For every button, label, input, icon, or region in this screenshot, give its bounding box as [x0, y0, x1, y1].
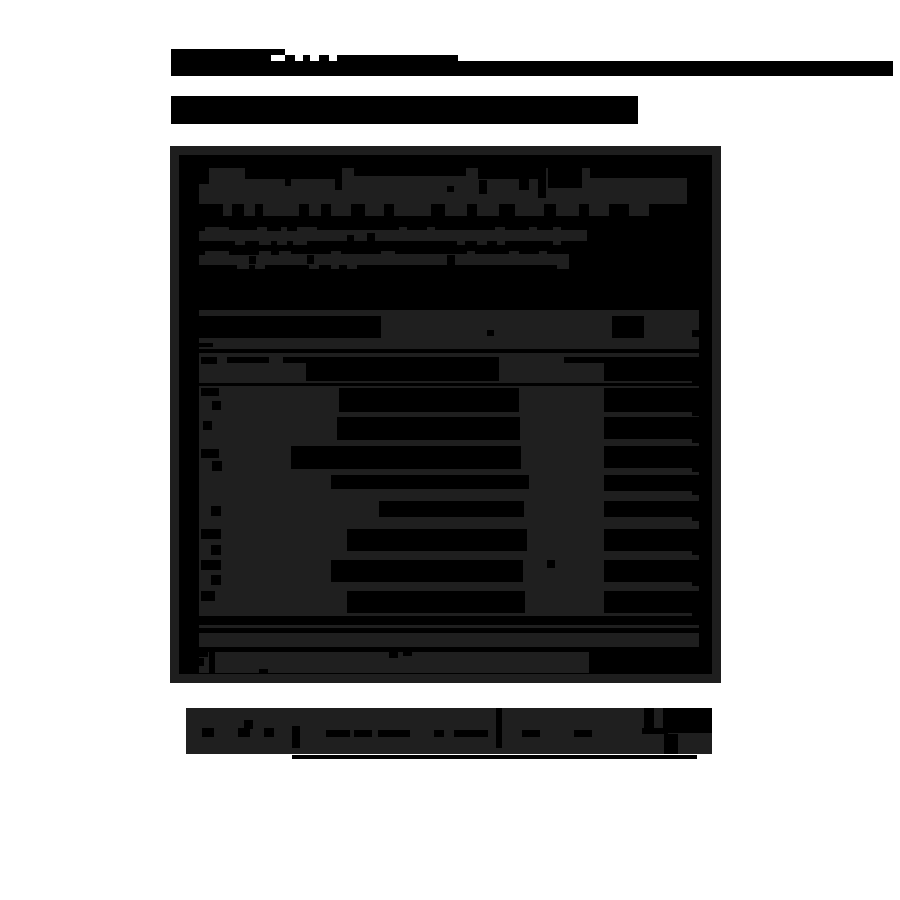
header-glyph-fragment	[692, 330, 699, 337]
table-top-rule	[199, 303, 699, 310]
table-row	[201, 529, 221, 539]
table-row	[347, 591, 525, 613]
caption-link-underline[interactable]	[292, 755, 697, 759]
table-row	[331, 475, 529, 489]
caption-tail-redacted	[663, 708, 712, 733]
table-row	[201, 591, 215, 601]
table-row	[227, 357, 269, 363]
table-row-daily-value	[604, 560, 696, 582]
table-row	[283, 357, 499, 363]
table-row-daily-value	[604, 446, 699, 468]
table-bottom-rule	[199, 616, 699, 622]
table-row-daily-value	[604, 357, 699, 381]
table-row-edge	[692, 417, 699, 443]
table-row-edge	[692, 560, 699, 586]
page-title-redacted: Supplement Facts	[171, 55, 893, 76]
table-row-indent-marker	[211, 575, 221, 585]
table-row	[201, 388, 219, 396]
table-row	[201, 357, 217, 364]
table-row-indent-marker	[211, 506, 221, 516]
table-row-indent-marker	[203, 421, 212, 430]
daily-value-footnote-text	[199, 633, 200, 634]
table-row-daily-value	[604, 529, 696, 551]
serving-size-line: Serving Size: 1 Capsule	[199, 227, 587, 245]
title-notch	[271, 55, 285, 61]
title-notch	[329, 55, 337, 61]
page-title-ascenders	[171, 49, 285, 56]
supplement-facts-panel-inner: Supplement Facts	[179, 155, 712, 674]
servings-per-container-line: Servings Per Container: 60	[199, 251, 569, 269]
table-row-indent-marker	[212, 401, 221, 410]
table-row	[201, 560, 221, 570]
table-row-daily-value	[604, 388, 699, 412]
table-row-edge	[692, 475, 699, 495]
supplement-facts-table: Amount Per Serving % Daily Value	[199, 303, 699, 622]
header-glyph-fragment	[487, 330, 494, 336]
table-row	[306, 361, 499, 381]
table-row-edge	[692, 591, 699, 617]
table-row	[331, 560, 523, 582]
table-row-divider	[199, 383, 699, 386]
page-subtitle-text: Supplement Facts	[171, 96, 172, 97]
table-row-edge	[692, 529, 699, 555]
table-row	[347, 529, 527, 551]
title-notch	[458, 55, 893, 61]
column-header-daily-value: % Daily Value	[612, 316, 644, 338]
table-row-edge	[692, 446, 699, 472]
table-row	[339, 388, 519, 412]
table-row-edge	[692, 388, 699, 416]
title-notch	[295, 55, 303, 61]
table-header-rule	[199, 349, 699, 353]
table-row	[291, 446, 521, 469]
column-header-amount-per-serving: Amount Per Serving	[199, 316, 381, 338]
table-row-edge	[692, 357, 699, 385]
header-glyph-fragment	[199, 343, 213, 347]
table-row	[379, 501, 524, 517]
daily-value-footnote	[199, 633, 699, 647]
page-title-text: Supplement Facts	[171, 55, 172, 56]
table-row-indent-marker	[211, 545, 221, 555]
table-row	[201, 449, 219, 458]
table-row-daily-value	[604, 417, 695, 439]
page-subtitle-redacted: Supplement Facts	[171, 96, 638, 124]
table-row-daily-value	[604, 475, 696, 491]
table-row	[337, 417, 520, 440]
table-row-glyph-fragment	[547, 560, 555, 568]
other-ingredients-line	[199, 652, 589, 673]
title-notch	[310, 55, 319, 61]
table-row-daily-value	[604, 591, 696, 613]
caption-redacted[interactable]	[186, 708, 712, 754]
supplement-facts-panel: Supplement Facts	[170, 146, 721, 683]
supplement-facts-heading: Supplement Facts	[199, 168, 687, 216]
table-row-edge	[692, 501, 699, 521]
table-row-daily-value	[604, 501, 696, 517]
caption-text	[186, 708, 187, 709]
footnote-rule	[199, 625, 699, 628]
table-row-indent-marker	[212, 461, 222, 471]
